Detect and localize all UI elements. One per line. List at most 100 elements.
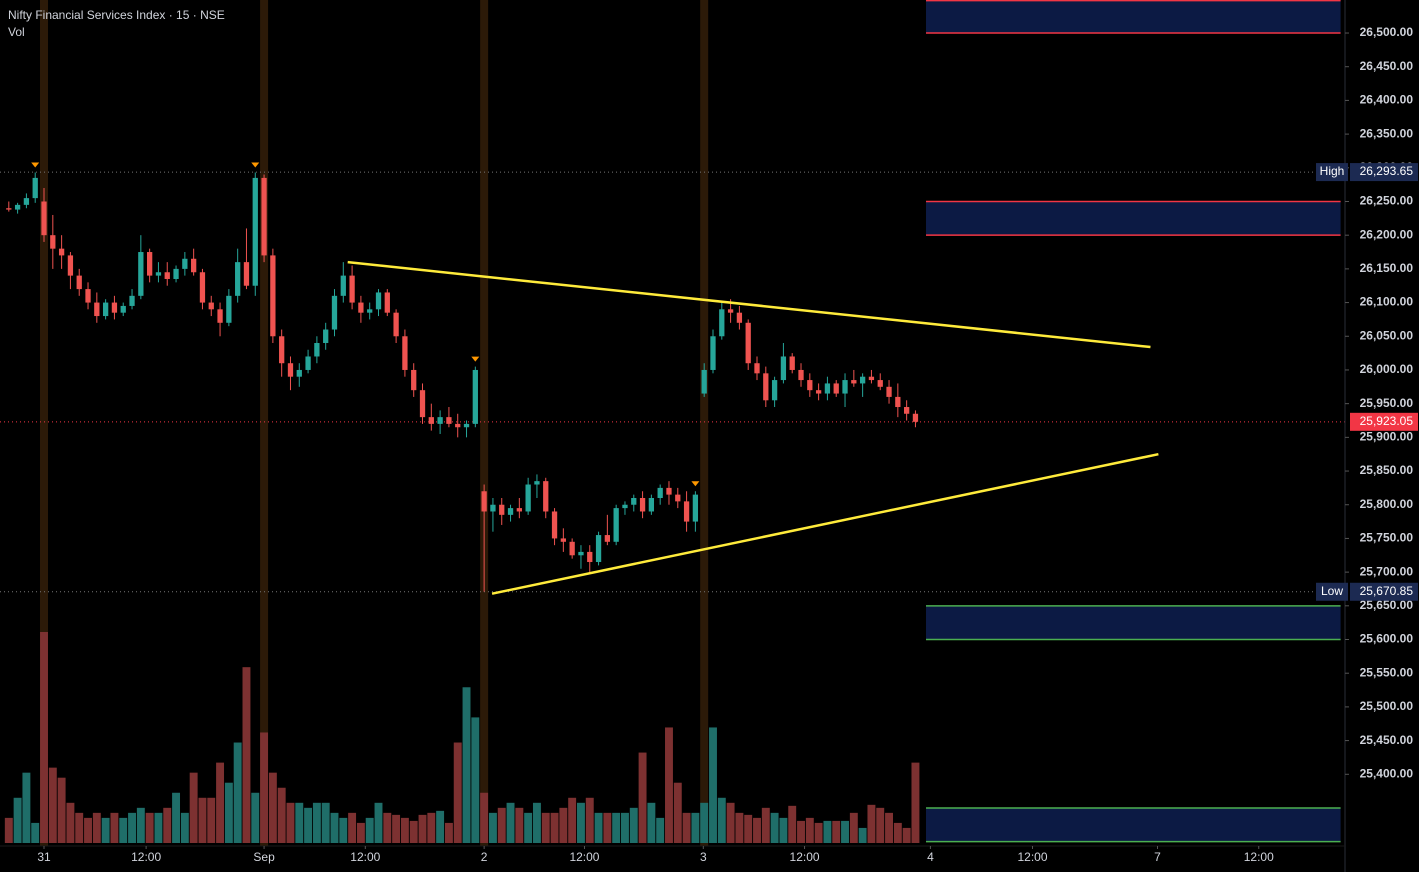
candle-body: [587, 551, 593, 563]
volume-bar: [585, 797, 594, 843]
candle-body: [463, 423, 470, 428]
candle-body: [710, 336, 716, 370]
y-tick-label: 26,400.00: [1360, 93, 1414, 107]
volume-bar: [198, 797, 207, 843]
candle-body: [41, 201, 47, 236]
volume-bar: [242, 667, 251, 843]
volume-bar: [312, 802, 321, 843]
x-tick-label: 12:00: [1018, 850, 1048, 864]
candle-body: [499, 504, 505, 515]
x-tick-label: 2: [481, 850, 488, 864]
candle-body: [261, 177, 267, 256]
candle-body: [446, 417, 452, 424]
candle-body: [859, 376, 866, 384]
volume-bar: [726, 802, 735, 843]
volume-bar: [568, 797, 577, 843]
candle-body: [375, 292, 382, 310]
y-tick-label: 25,500.00: [1360, 699, 1414, 713]
candle-body: [23, 198, 30, 205]
candle-body: [428, 417, 434, 424]
candle-body: [14, 204, 21, 210]
y-tick-label: 25,450.00: [1360, 733, 1414, 747]
candle-body: [314, 343, 320, 357]
trendline: [491, 452, 1159, 595]
candle-body: [719, 309, 725, 337]
volume-bar: [814, 822, 823, 843]
volume-bar: [885, 812, 893, 843]
candle-body: [252, 177, 258, 286]
candle-body: [111, 302, 118, 313]
candle-body: [490, 504, 496, 512]
volume-bar: [392, 814, 401, 843]
marker: [471, 356, 480, 362]
candle-body: [340, 275, 346, 296]
volume-bar: [462, 687, 471, 843]
level-value: 26,293.65: [1360, 164, 1414, 178]
volume-bar: [436, 810, 445, 843]
volume-bar: [110, 812, 119, 843]
candle-body: [701, 369, 707, 394]
candle-body: [279, 336, 285, 364]
candle-body: [895, 396, 901, 408]
candle-body: [393, 312, 399, 337]
candle-body: [199, 272, 206, 303]
chart-title: Nifty Financial Services Index · 15 · NS…: [8, 8, 225, 22]
volume-bar: [233, 742, 242, 843]
candle-body: [807, 380, 813, 391]
volume-bar: [189, 772, 198, 843]
y-tick-label: 25,550.00: [1360, 665, 1414, 679]
x-tick-label: 3: [700, 850, 707, 864]
volume-bar: [92, 812, 101, 843]
candle-body: [657, 487, 663, 498]
candle-body: [358, 302, 364, 313]
candle-body: [129, 295, 135, 306]
y-tick-label: 26,150.00: [1360, 261, 1414, 275]
volume-bar: [893, 822, 902, 843]
candle-body: [94, 302, 100, 317]
level-name-box: [1316, 163, 1348, 182]
marker: [691, 481, 700, 487]
volume-bar: [13, 797, 22, 843]
candle-body: [367, 309, 373, 313]
candle-body: [754, 363, 760, 374]
x-tick-label: 12:00: [350, 850, 380, 864]
candle-body: [217, 309, 223, 323]
candle-body: [270, 255, 276, 337]
candle-body: [226, 295, 232, 323]
volume-bar: [286, 802, 295, 843]
x-tick-label: 12:00: [1244, 850, 1274, 864]
volume-bar: [48, 767, 57, 843]
candle-body: [824, 383, 831, 394]
candle-body: [305, 356, 311, 370]
candle-body: [666, 487, 672, 495]
volume-bar: [444, 822, 453, 843]
volume-bar: [207, 797, 216, 843]
volume-bar: [576, 802, 585, 843]
candle-body: [402, 336, 408, 370]
volume-bar: [427, 812, 436, 843]
volume-bar: [665, 727, 673, 843]
volume-bar: [911, 762, 920, 843]
volume-bar: [488, 812, 497, 843]
volume-bar: [180, 812, 189, 843]
x-tick-label: Sep: [253, 850, 275, 864]
y-tick-label: 26,250.00: [1360, 194, 1414, 208]
candle-body: [595, 535, 602, 563]
y-tick-label: 25,700.00: [1360, 564, 1414, 578]
volume-label: Vol: [8, 25, 25, 39]
candle-body: [560, 538, 566, 542]
volume-bar: [867, 804, 876, 843]
volume-bar: [304, 807, 313, 843]
volume-bar: [700, 802, 709, 843]
candle-body: [551, 511, 558, 539]
volume-bar: [4, 817, 13, 843]
volume-bar: [647, 802, 656, 843]
candle-body: [578, 551, 584, 556]
volume-bar: [348, 812, 357, 843]
candle-body: [472, 369, 478, 424]
volume-bar: [216, 762, 225, 843]
volume-bar: [902, 827, 911, 843]
volume-bar: [629, 807, 638, 843]
candle-body: [780, 356, 787, 381]
candle-body: [569, 541, 575, 556]
